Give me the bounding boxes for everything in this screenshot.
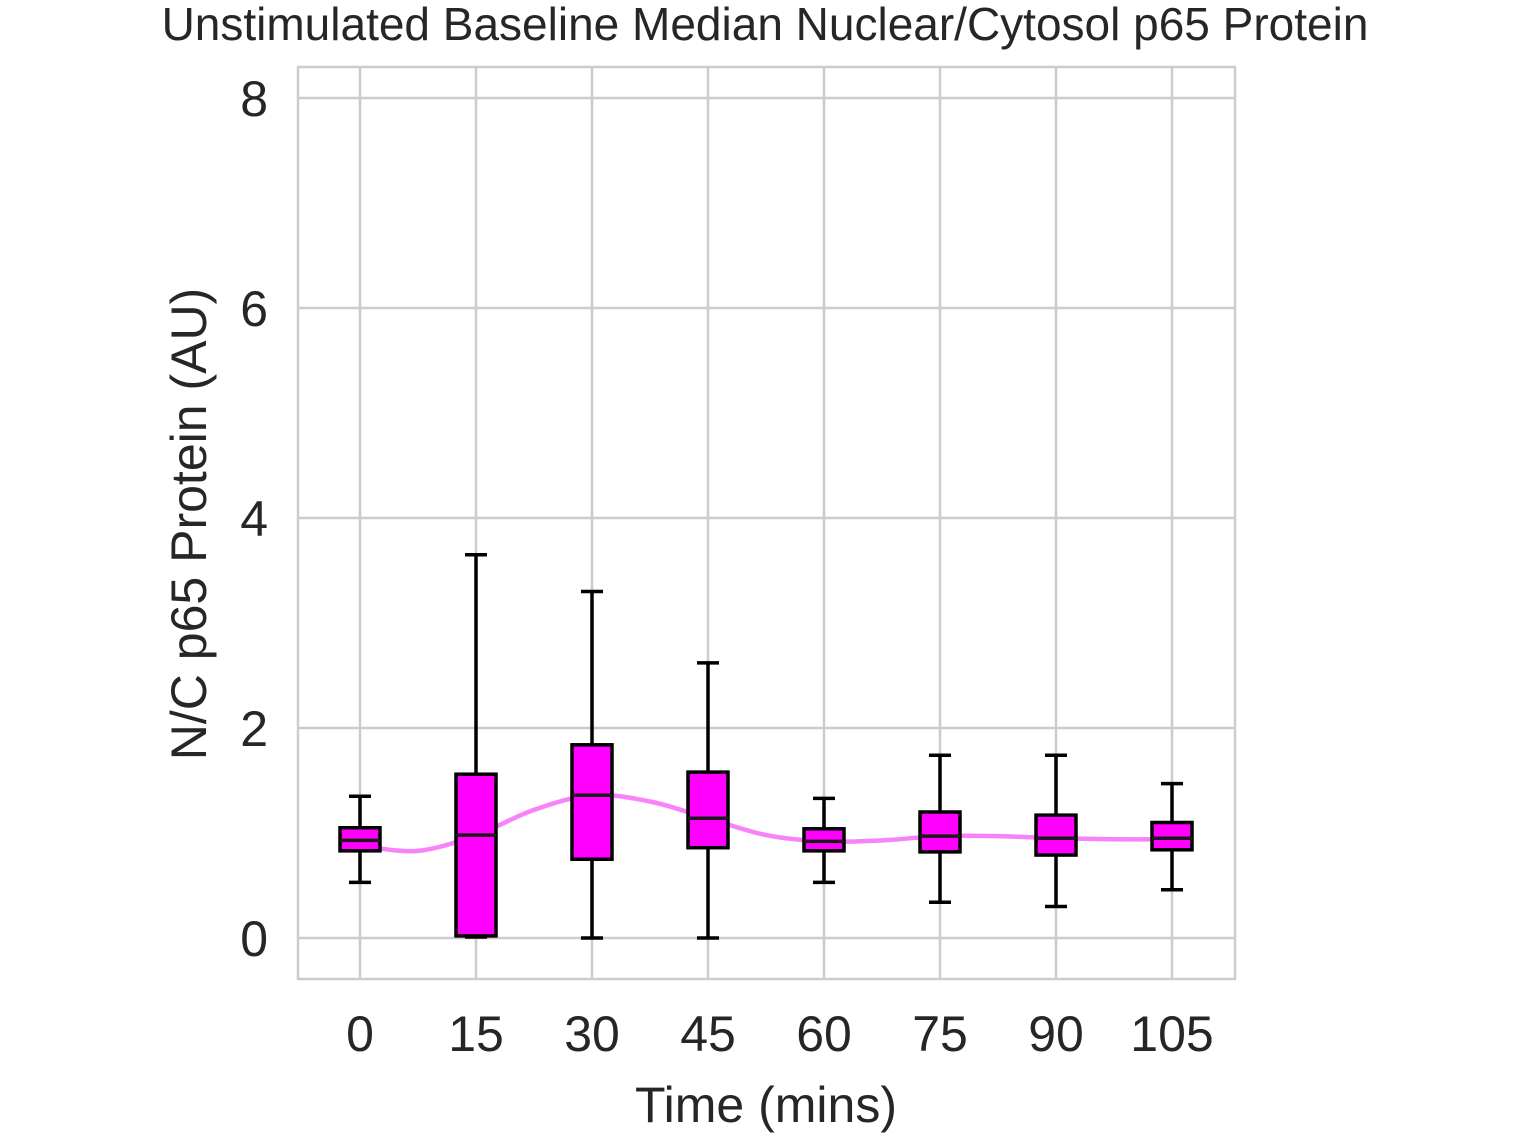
- x-tick-label: 105: [1130, 1006, 1213, 1062]
- iqr-box: [454, 772, 498, 938]
- x-tick-label: 75: [912, 1006, 968, 1062]
- box-plot-30: [570, 589, 614, 940]
- y-tick-label: 4: [240, 491, 268, 547]
- box-plot-45: [686, 661, 730, 940]
- iqr-box: [1034, 813, 1078, 857]
- box-plot-75: [918, 753, 962, 905]
- y-tick-label: 0: [240, 911, 268, 967]
- plot-frame: [296, 65, 1237, 981]
- y-axis-label: N/C p65 Protein (AU): [161, 288, 217, 760]
- chart-title: Unstimulated Baseline Median Nuclear/Cyt…: [162, 0, 1369, 50]
- box-plot-60: [802, 796, 846, 885]
- x-axis-label: Time (mins): [635, 1077, 897, 1133]
- box-plot-105: [1150, 781, 1194, 892]
- x-tick-label: 15: [448, 1006, 504, 1062]
- iqr-box: [570, 743, 614, 861]
- y-tick-label: 6: [240, 281, 268, 337]
- x-axis-ticks: 0 15 30 45 60 75 90 105: [346, 1006, 1214, 1062]
- x-tick-label: 30: [564, 1006, 620, 1062]
- box-plots: [338, 553, 1194, 940]
- y-tick-label: 2: [240, 701, 268, 757]
- iqr-box: [1150, 820, 1194, 852]
- box-plot-0: [338, 794, 382, 885]
- x-tick-label: 90: [1028, 1006, 1084, 1062]
- box-plot-90: [1034, 753, 1078, 909]
- grid-lines: [298, 67, 1235, 979]
- x-tick-label: 0: [346, 1006, 374, 1062]
- iqr-box: [918, 810, 962, 854]
- y-tick-label: 8: [240, 71, 268, 127]
- y-axis-ticks: 0 2 4 6 8: [240, 71, 268, 967]
- iqr-box: [686, 770, 730, 850]
- x-tick-label: 60: [796, 1006, 852, 1062]
- x-tick-label: 45: [680, 1006, 736, 1062]
- box-plot-15: [454, 553, 498, 939]
